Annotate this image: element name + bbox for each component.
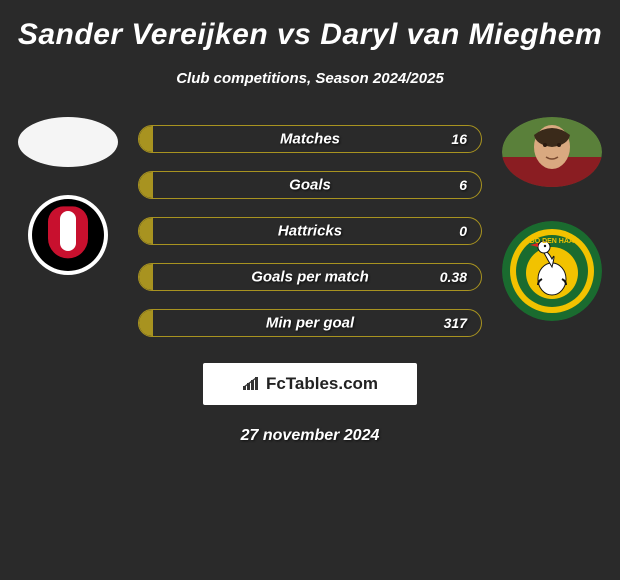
date-line: 27 november 2024 [0, 427, 620, 445]
bar-value: 16 [451, 131, 467, 147]
player-avatar-left [18, 117, 118, 167]
avatar-right-svg [502, 117, 602, 187]
main-row: Matches 16 Goals 6 Hattricks 0 Goals per… [0, 117, 620, 337]
subtitle: Club competitions, Season 2024/2025 [0, 70, 620, 87]
bar-label: Hattricks [278, 223, 342, 240]
stat-bar-matches: Matches 16 [138, 125, 482, 153]
infographic-container: Sander Vereijken vs Daryl van Mieghem Cl… [0, 0, 620, 455]
bar-label: Goals per match [251, 269, 369, 286]
bar-fill [139, 218, 153, 244]
bar-fill [139, 126, 153, 152]
stat-bar-goals-per-match: Goals per match 0.38 [138, 263, 482, 291]
stat-bar-min-per-goal: Min per goal 317 [138, 309, 482, 337]
bar-value: 6 [459, 177, 467, 193]
right-column: ADO DEN HAAG [492, 117, 612, 321]
player-avatar-right [502, 117, 602, 187]
svg-text:ADO DEN HAAG: ADO DEN HAAG [525, 238, 580, 245]
team-logo-left [28, 195, 108, 275]
bars-column: Matches 16 Goals 6 Hattricks 0 Goals per… [128, 125, 492, 337]
bar-fill [139, 264, 153, 290]
bar-label: Matches [280, 131, 340, 148]
bar-value: 0.38 [440, 269, 467, 285]
bar-fill [139, 310, 153, 336]
brand-text: FcTables.com [266, 374, 378, 394]
helmond-logo-detail [60, 211, 76, 251]
left-column [8, 117, 128, 275]
brand-box[interactable]: FcTables.com [203, 363, 417, 405]
bar-label: Min per goal [266, 315, 354, 332]
page-title: Sander Vereijken vs Daryl van Mieghem [0, 18, 620, 52]
bar-value: 0 [459, 223, 467, 239]
bar-value: 317 [444, 315, 467, 331]
bar-fill [139, 172, 153, 198]
bar-label: Goals [289, 177, 331, 194]
stat-bar-hattricks: Hattricks 0 [138, 217, 482, 245]
brand-chart-icon [242, 377, 262, 391]
stat-bar-goals: Goals 6 [138, 171, 482, 199]
team-logo-right: ADO DEN HAAG [502, 221, 602, 321]
ado-logo-svg: ADO DEN HAAG [502, 221, 602, 321]
